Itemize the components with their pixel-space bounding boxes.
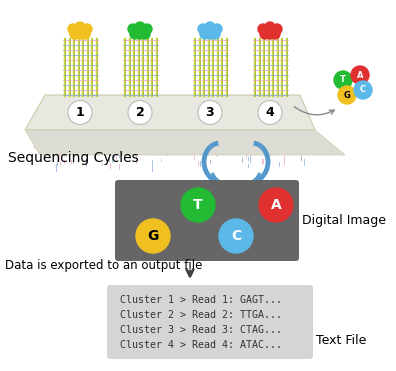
Circle shape — [128, 101, 152, 125]
Circle shape — [338, 86, 356, 104]
Circle shape — [205, 22, 215, 32]
FancyBboxPatch shape — [107, 285, 313, 359]
Circle shape — [258, 24, 268, 34]
Circle shape — [200, 29, 210, 39]
Circle shape — [260, 29, 270, 39]
Circle shape — [334, 71, 352, 89]
Circle shape — [205, 29, 215, 39]
Circle shape — [128, 24, 138, 34]
Circle shape — [198, 24, 208, 34]
Circle shape — [80, 29, 90, 39]
Circle shape — [132, 26, 142, 36]
Text: Cluster 3 > Read 3: CTAG...: Cluster 3 > Read 3: CTAG... — [120, 325, 282, 335]
FancyBboxPatch shape — [115, 180, 299, 261]
Text: Text File: Text File — [316, 335, 366, 348]
Circle shape — [75, 29, 85, 39]
Circle shape — [138, 26, 148, 36]
Polygon shape — [25, 130, 345, 155]
Text: G: G — [344, 91, 350, 99]
Circle shape — [135, 22, 145, 32]
Circle shape — [265, 29, 275, 39]
Text: C: C — [360, 85, 366, 95]
Circle shape — [265, 22, 275, 32]
Circle shape — [258, 101, 282, 125]
Circle shape — [272, 24, 282, 34]
Circle shape — [70, 29, 80, 39]
Circle shape — [208, 26, 218, 36]
FancyArrowPatch shape — [294, 107, 334, 115]
Circle shape — [262, 26, 272, 36]
Circle shape — [354, 81, 372, 99]
Circle shape — [135, 29, 145, 39]
Text: Cluster 4 > Read 4: ATAC...: Cluster 4 > Read 4: ATAC... — [120, 340, 282, 350]
Circle shape — [82, 24, 92, 34]
Circle shape — [68, 24, 78, 34]
Text: 4: 4 — [266, 106, 274, 119]
Circle shape — [130, 29, 140, 39]
Text: A: A — [357, 70, 363, 79]
Text: Sequencing Cycles: Sequencing Cycles — [8, 151, 139, 165]
Text: C: C — [231, 229, 241, 243]
Text: G: G — [147, 229, 159, 243]
Text: Cluster 1 > Read 1: GAGT...: Cluster 1 > Read 1: GAGT... — [120, 295, 282, 305]
Text: 3: 3 — [206, 106, 214, 119]
Circle shape — [140, 29, 150, 39]
Text: 1: 1 — [76, 106, 84, 119]
Circle shape — [212, 24, 222, 34]
Text: Digital Image: Digital Image — [302, 214, 386, 227]
Circle shape — [181, 188, 215, 222]
Text: T: T — [340, 76, 346, 85]
Circle shape — [270, 29, 280, 39]
Circle shape — [198, 101, 222, 125]
Circle shape — [136, 219, 170, 253]
Polygon shape — [25, 95, 315, 130]
Circle shape — [202, 26, 212, 36]
Text: Data is exported to an output file: Data is exported to an output file — [5, 259, 202, 272]
Circle shape — [351, 66, 369, 84]
Text: T: T — [193, 198, 203, 212]
Circle shape — [210, 29, 220, 39]
Circle shape — [72, 26, 82, 36]
Circle shape — [68, 101, 92, 125]
Circle shape — [219, 219, 253, 253]
Text: A: A — [270, 198, 282, 212]
Circle shape — [259, 188, 293, 222]
Circle shape — [75, 22, 85, 32]
Text: 2: 2 — [135, 106, 145, 119]
Circle shape — [78, 26, 88, 36]
Text: Cluster 2 > Read 2: TTGA...: Cluster 2 > Read 2: TTGA... — [120, 310, 282, 320]
Circle shape — [142, 24, 152, 34]
Circle shape — [268, 26, 278, 36]
